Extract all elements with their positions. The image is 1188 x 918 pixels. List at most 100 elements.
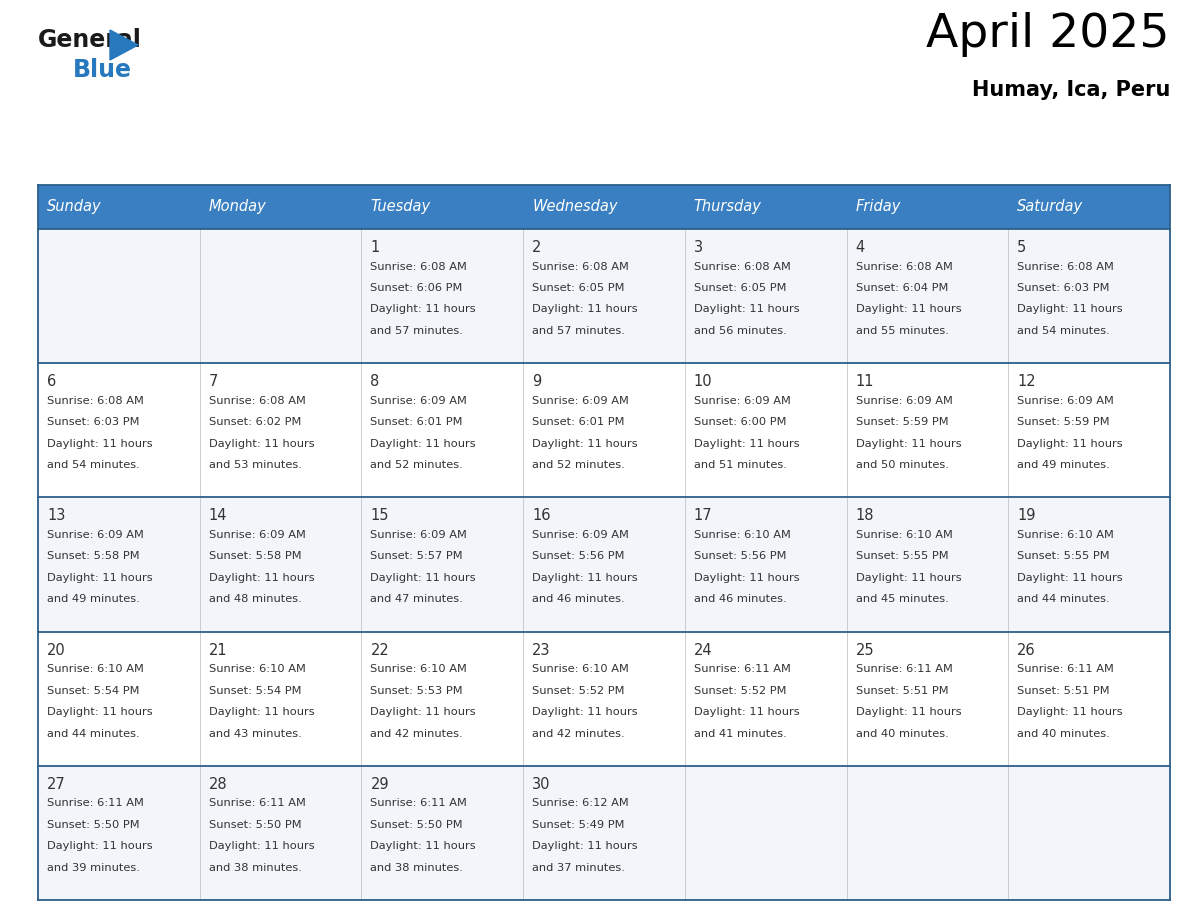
Text: Sunset: 5:51 PM: Sunset: 5:51 PM xyxy=(855,686,948,696)
Text: and 51 minutes.: and 51 minutes. xyxy=(694,460,786,470)
Text: Sunrise: 6:11 AM: Sunrise: 6:11 AM xyxy=(855,664,953,674)
Text: Sunset: 6:06 PM: Sunset: 6:06 PM xyxy=(371,283,463,293)
Text: and 54 minutes.: and 54 minutes. xyxy=(48,460,140,470)
Text: Sunset: 5:55 PM: Sunset: 5:55 PM xyxy=(1017,552,1110,562)
Polygon shape xyxy=(110,30,138,60)
Text: and 46 minutes.: and 46 minutes. xyxy=(532,594,625,604)
Text: and 55 minutes.: and 55 minutes. xyxy=(855,326,948,336)
Text: and 50 minutes.: and 50 minutes. xyxy=(855,460,948,470)
Text: 1: 1 xyxy=(371,240,380,255)
Text: and 47 minutes.: and 47 minutes. xyxy=(371,594,463,604)
Text: 3: 3 xyxy=(694,240,703,255)
Text: Daylight: 11 hours: Daylight: 11 hours xyxy=(48,439,152,449)
Text: April 2025: April 2025 xyxy=(927,12,1170,57)
Text: Sunset: 5:49 PM: Sunset: 5:49 PM xyxy=(532,820,625,830)
Bar xyxy=(684,185,847,229)
Text: Daylight: 11 hours: Daylight: 11 hours xyxy=(209,573,315,583)
Text: Wednesday: Wednesday xyxy=(532,199,618,215)
Text: Humay, Ica, Peru: Humay, Ica, Peru xyxy=(972,80,1170,100)
Text: and 52 minutes.: and 52 minutes. xyxy=(532,460,625,470)
Text: 10: 10 xyxy=(694,375,713,389)
Text: Daylight: 11 hours: Daylight: 11 hours xyxy=(209,707,315,717)
Text: Daylight: 11 hours: Daylight: 11 hours xyxy=(532,707,638,717)
Text: Daylight: 11 hours: Daylight: 11 hours xyxy=(855,439,961,449)
Text: Sunrise: 6:11 AM: Sunrise: 6:11 AM xyxy=(1017,664,1114,674)
Text: 5: 5 xyxy=(1017,240,1026,255)
Text: and 41 minutes.: and 41 minutes. xyxy=(694,729,786,739)
Text: Sunrise: 6:09 AM: Sunrise: 6:09 AM xyxy=(855,396,953,406)
Text: Sunrise: 6:10 AM: Sunrise: 6:10 AM xyxy=(532,664,628,674)
Text: Daylight: 11 hours: Daylight: 11 hours xyxy=(694,305,800,315)
Text: Daylight: 11 hours: Daylight: 11 hours xyxy=(48,573,152,583)
Text: Saturday: Saturday xyxy=(1017,199,1083,215)
Text: 12: 12 xyxy=(1017,375,1036,389)
Text: Sunrise: 6:09 AM: Sunrise: 6:09 AM xyxy=(1017,396,1114,406)
Text: Daylight: 11 hours: Daylight: 11 hours xyxy=(1017,439,1123,449)
Text: Sunrise: 6:09 AM: Sunrise: 6:09 AM xyxy=(694,396,791,406)
Text: Sunrise: 6:11 AM: Sunrise: 6:11 AM xyxy=(694,664,791,674)
Text: Sunset: 5:56 PM: Sunset: 5:56 PM xyxy=(694,552,786,562)
Text: General: General xyxy=(38,28,141,52)
Text: 7: 7 xyxy=(209,375,219,389)
Text: and 53 minutes.: and 53 minutes. xyxy=(209,460,302,470)
Text: Sunrise: 6:10 AM: Sunrise: 6:10 AM xyxy=(48,664,144,674)
Text: 6: 6 xyxy=(48,375,56,389)
Text: Sunday: Sunday xyxy=(48,199,102,215)
Text: Sunrise: 6:10 AM: Sunrise: 6:10 AM xyxy=(1017,530,1114,540)
Text: Sunset: 5:53 PM: Sunset: 5:53 PM xyxy=(371,686,463,696)
Bar xyxy=(523,185,684,229)
Text: and 40 minutes.: and 40 minutes. xyxy=(855,729,948,739)
Bar xyxy=(38,498,1170,632)
Text: Sunrise: 6:10 AM: Sunrise: 6:10 AM xyxy=(855,530,953,540)
Bar xyxy=(361,185,523,229)
Text: Sunrise: 6:08 AM: Sunrise: 6:08 AM xyxy=(855,262,953,272)
Text: 18: 18 xyxy=(855,509,874,523)
Text: and 38 minutes.: and 38 minutes. xyxy=(371,863,463,873)
Text: and 42 minutes.: and 42 minutes. xyxy=(371,729,463,739)
Text: Sunrise: 6:08 AM: Sunrise: 6:08 AM xyxy=(532,262,628,272)
Text: Daylight: 11 hours: Daylight: 11 hours xyxy=(694,439,800,449)
Text: and 37 minutes.: and 37 minutes. xyxy=(532,863,625,873)
Text: Daylight: 11 hours: Daylight: 11 hours xyxy=(209,841,315,851)
Text: and 44 minutes.: and 44 minutes. xyxy=(1017,594,1110,604)
Text: 11: 11 xyxy=(855,375,874,389)
Text: Sunset: 6:05 PM: Sunset: 6:05 PM xyxy=(532,283,625,293)
Text: Sunset: 5:54 PM: Sunset: 5:54 PM xyxy=(48,686,139,696)
Text: 24: 24 xyxy=(694,643,713,657)
Text: and 57 minutes.: and 57 minutes. xyxy=(371,326,463,336)
Text: and 48 minutes.: and 48 minutes. xyxy=(209,594,302,604)
Text: and 56 minutes.: and 56 minutes. xyxy=(694,326,786,336)
Text: Sunset: 6:01 PM: Sunset: 6:01 PM xyxy=(532,417,625,427)
Text: Sunrise: 6:08 AM: Sunrise: 6:08 AM xyxy=(1017,262,1114,272)
Text: and 52 minutes.: and 52 minutes. xyxy=(371,460,463,470)
Text: Sunset: 6:05 PM: Sunset: 6:05 PM xyxy=(694,283,786,293)
Text: Daylight: 11 hours: Daylight: 11 hours xyxy=(532,573,638,583)
Text: Sunrise: 6:11 AM: Sunrise: 6:11 AM xyxy=(371,799,467,809)
Text: and 40 minutes.: and 40 minutes. xyxy=(1017,729,1110,739)
Text: Daylight: 11 hours: Daylight: 11 hours xyxy=(532,439,638,449)
Text: Sunrise: 6:08 AM: Sunrise: 6:08 AM xyxy=(209,396,305,406)
Text: Sunset: 5:50 PM: Sunset: 5:50 PM xyxy=(209,820,302,830)
Text: Daylight: 11 hours: Daylight: 11 hours xyxy=(371,573,476,583)
Text: Sunset: 5:57 PM: Sunset: 5:57 PM xyxy=(371,552,463,562)
Text: Sunrise: 6:09 AM: Sunrise: 6:09 AM xyxy=(209,530,305,540)
Text: Daylight: 11 hours: Daylight: 11 hours xyxy=(371,707,476,717)
Text: Sunset: 5:52 PM: Sunset: 5:52 PM xyxy=(532,686,625,696)
Text: Daylight: 11 hours: Daylight: 11 hours xyxy=(371,439,476,449)
Bar xyxy=(200,185,361,229)
Text: Blue: Blue xyxy=(72,58,132,82)
Text: Sunrise: 6:10 AM: Sunrise: 6:10 AM xyxy=(694,530,791,540)
Text: 13: 13 xyxy=(48,509,65,523)
Text: Sunset: 5:51 PM: Sunset: 5:51 PM xyxy=(1017,686,1110,696)
Text: 8: 8 xyxy=(371,375,380,389)
Text: Sunrise: 6:08 AM: Sunrise: 6:08 AM xyxy=(694,262,791,272)
Text: Sunrise: 6:09 AM: Sunrise: 6:09 AM xyxy=(371,530,467,540)
Text: Tuesday: Tuesday xyxy=(371,199,430,215)
Text: and 49 minutes.: and 49 minutes. xyxy=(1017,460,1110,470)
Text: Sunset: 6:01 PM: Sunset: 6:01 PM xyxy=(371,417,463,427)
Text: 27: 27 xyxy=(48,777,65,792)
Text: 29: 29 xyxy=(371,777,388,792)
Text: Daylight: 11 hours: Daylight: 11 hours xyxy=(1017,305,1123,315)
Text: 9: 9 xyxy=(532,375,542,389)
Text: Sunset: 5:55 PM: Sunset: 5:55 PM xyxy=(855,552,948,562)
